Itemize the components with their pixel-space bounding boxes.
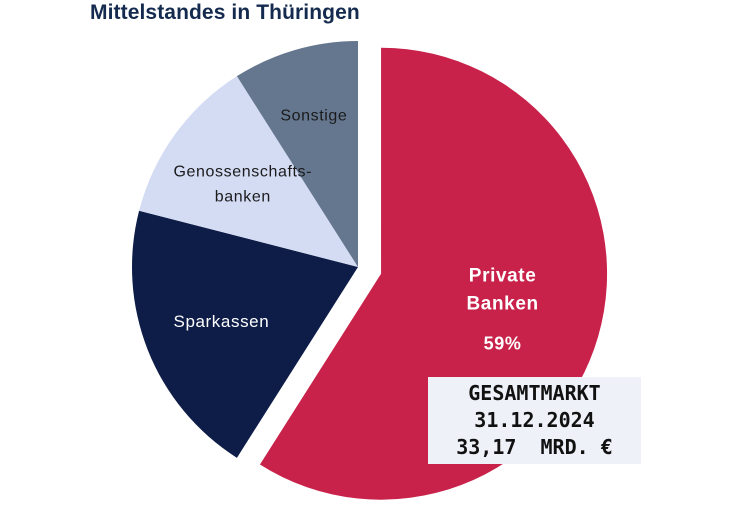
pie-slice-sonstige xyxy=(236,41,358,267)
pie-slice-genossenschaftsbanken xyxy=(139,76,358,268)
slice-label: Genossenschafts- xyxy=(174,163,313,180)
slice-label: Banken xyxy=(466,294,538,315)
pie-slices xyxy=(131,41,608,500)
pie-slice-sparkassen xyxy=(131,210,358,458)
chart-title: Mittelstandes in Thüringen xyxy=(90,1,360,24)
total-market-box: GESAMTMARKT 31.12.2024 33,17 MRD. € xyxy=(428,377,641,464)
slice-value-label: 59% xyxy=(484,334,522,354)
pie-labels: Private Banken 59% Sparkassen Genossenschaft… xyxy=(174,108,539,354)
slice-label: Sonstige xyxy=(280,108,347,125)
total-market-date: 31.12.2024 xyxy=(474,408,595,432)
slice-label: banken xyxy=(215,188,271,205)
slice-label: Private xyxy=(469,266,537,287)
total-market-amount: 33,17 MRD. € xyxy=(456,435,613,459)
slice-label: Sparkassen xyxy=(174,312,270,331)
total-market-heading: GESAMTMARKT xyxy=(468,381,601,405)
